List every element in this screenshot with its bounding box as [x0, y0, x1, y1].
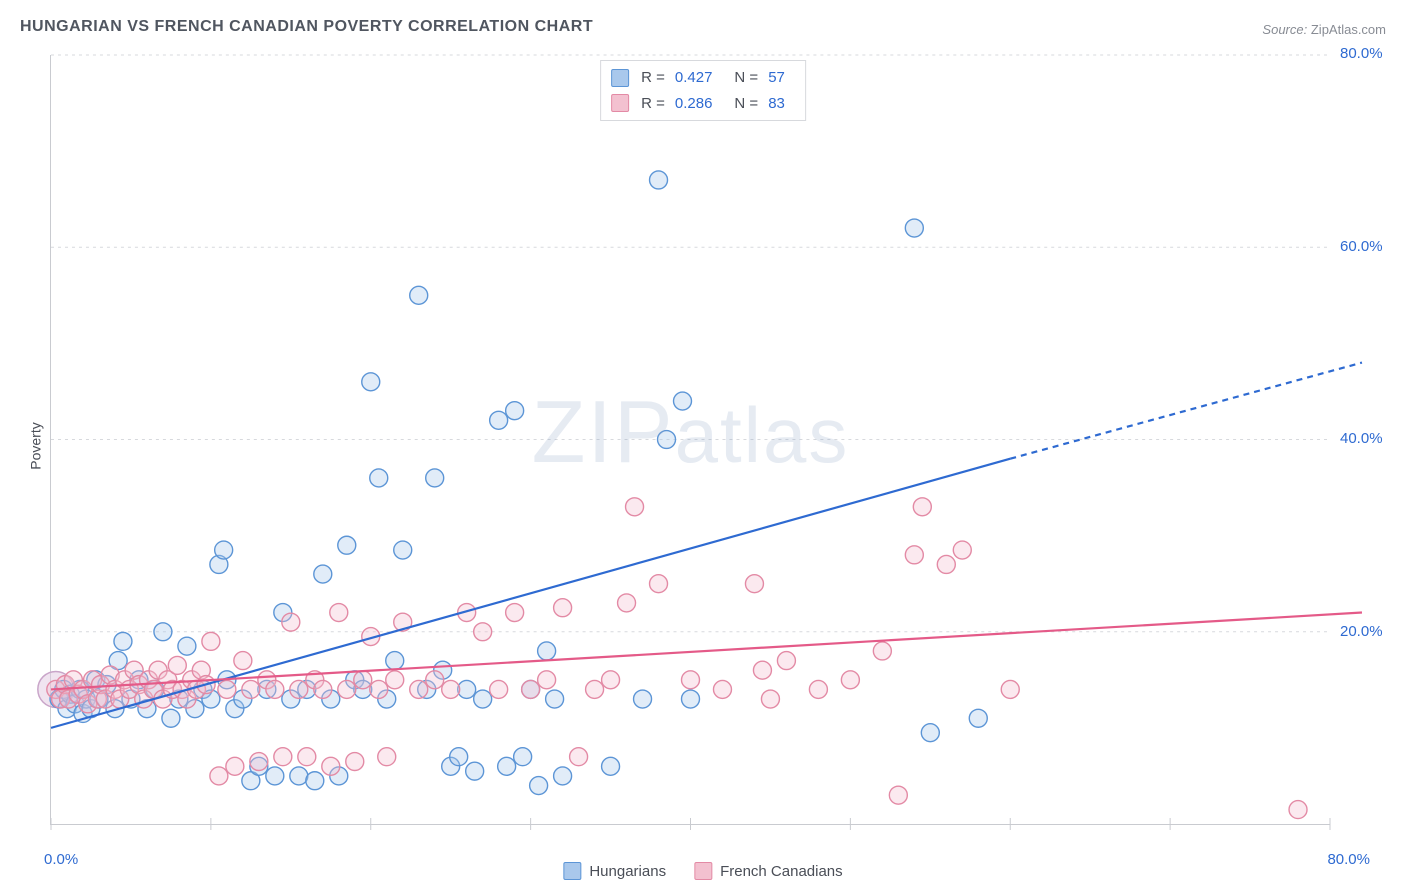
legend-item-hungarians: Hungarians	[563, 862, 666, 880]
r-label: R =	[641, 91, 665, 117]
x-origin-label: 0.0%	[44, 851, 78, 868]
legend-label-hungarians: Hungarians	[589, 863, 666, 880]
legend-label-french: French Canadians	[720, 863, 843, 880]
y-tick-label: 80.0%	[1340, 45, 1383, 62]
source-name: ZipAtlas.com	[1311, 22, 1386, 37]
legend-item-french: French Canadians	[694, 862, 843, 880]
source-label: Source:	[1262, 22, 1307, 37]
source-attribution: Source: ZipAtlas.com	[1262, 22, 1386, 37]
legend-stats-row-hungarians: R = 0.427 N = 57	[611, 65, 795, 91]
y-axis-label: Poverty	[28, 422, 44, 469]
x-max-label: 80.0%	[1327, 851, 1370, 868]
swatch-hungarians	[611, 69, 629, 87]
swatch-french	[694, 862, 712, 880]
chart-title: HUNGARIAN VS FRENCH CANADIAN POVERTY COR…	[20, 18, 593, 36]
n-value-french: 83	[768, 91, 785, 117]
plot-area: ZIPatlas	[50, 55, 1330, 825]
y-tick-label: 60.0%	[1340, 238, 1383, 255]
r-value-french: 0.286	[675, 91, 713, 117]
y-tick-label: 20.0%	[1340, 623, 1383, 640]
legend-stats-row-french: R = 0.286 N = 83	[611, 91, 795, 117]
swatch-french	[611, 94, 629, 112]
y-tick-label: 40.0%	[1340, 430, 1383, 447]
r-label: R =	[641, 65, 665, 91]
swatch-hungarians	[563, 862, 581, 880]
n-label: N =	[734, 65, 758, 91]
r-value-hungarians: 0.427	[675, 65, 713, 91]
n-label: N =	[734, 91, 758, 117]
legend-stats-box: R = 0.427 N = 57 R = 0.286 N = 83	[600, 60, 806, 121]
scatter-svg	[51, 55, 1330, 824]
n-value-hungarians: 57	[768, 65, 785, 91]
legend-series: Hungarians French Canadians	[563, 862, 842, 880]
